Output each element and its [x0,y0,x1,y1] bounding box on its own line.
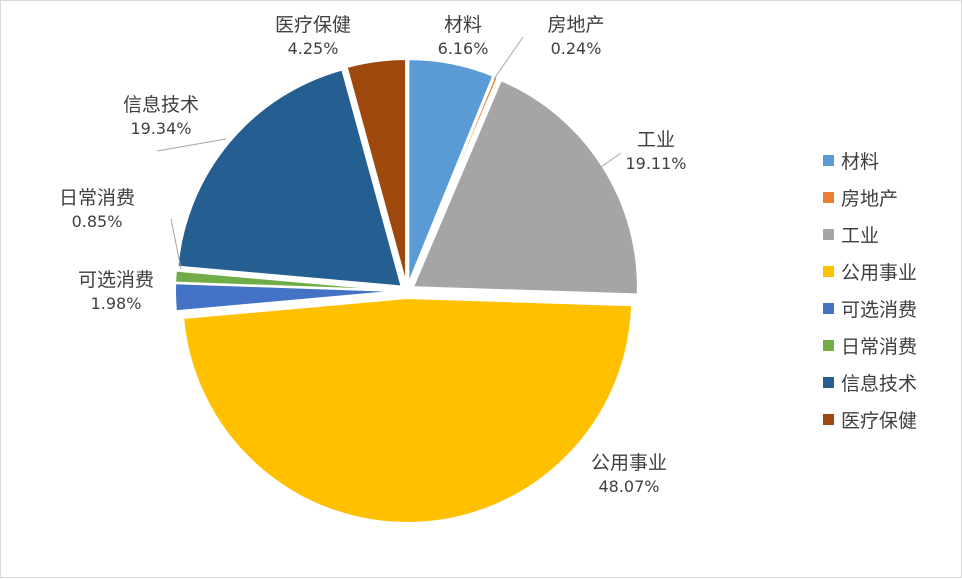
slice-information-technology [176,68,403,288]
label-consumer-staples-name: 日常消费 [59,187,135,209]
label-real-estate-leader-line [493,36,524,80]
label-real-estate-value: 0.24% [551,39,602,58]
label-consumer-discretionary-name: 可选消费 [78,269,154,291]
pie-slices [174,58,639,525]
label-information-technology-name: 信息技术 [123,94,199,116]
legend-item-industrials-swatch [823,229,834,240]
label-health-care-name: 医疗保健 [275,14,351,36]
label-information-technology-value: 19.34% [130,119,191,138]
legend-item-consumer-discretionary-swatch [823,303,834,314]
label-industrials-leader-line [600,152,622,168]
legend-item-health-care-swatch [823,414,834,425]
label-industrials-name: 工业 [637,129,675,151]
legend-item-materials-swatch [823,155,834,166]
label-materials-value: 6.16% [438,39,489,58]
legend-item-real-estate-label: 房地产 [841,188,898,210]
label-consumer-staples-leader-line [170,218,182,270]
leader-lines [156,36,622,270]
legend-item-information-technology-swatch [823,377,834,388]
legend-item-consumer-staples-label: 日常消费 [841,336,917,358]
slice-consumer-staples [174,269,401,292]
legend-item-materials-label: 材料 [841,151,879,173]
legend-item-health-care-label: 医疗保健 [841,410,917,432]
legend-item-utilities-label: 公用事业 [841,262,917,284]
label-real-estate-name: 房地产 [547,14,604,36]
label-health-care-value: 4.25% [288,39,339,58]
legend-item-industrials-label: 工业 [841,225,879,247]
slice-materials [407,58,495,285]
legend-item-consumer-discretionary-label: 可选消费 [841,299,917,321]
label-utilities-name: 公用事业 [591,452,667,474]
label-information-technology-leader-line [156,138,227,152]
label-consumer-discretionary-value: 1.98% [91,294,142,313]
slice-health-care [345,58,408,285]
legend-item-consumer-staples-swatch [823,340,834,351]
label-materials-name: 材料 [444,14,482,36]
slice-labels: 材料 6.16% 房地产 0.24% 工业 19.11% 公用事业 48.07% 可选消费 1.9… [59,14,687,496]
legend-item-information-technology-label: 信息技术 [841,373,917,395]
label-utilities-value: 48.07% [598,477,659,496]
label-consumer-staples-value: 0.85% [72,212,123,231]
legend-item-real-estate-swatch [823,192,834,203]
slice-real-estate [408,74,500,285]
legend-item-utilities-swatch [823,266,834,277]
label-industrials-value: 19.11% [625,154,686,173]
slice-utilities [182,296,634,525]
